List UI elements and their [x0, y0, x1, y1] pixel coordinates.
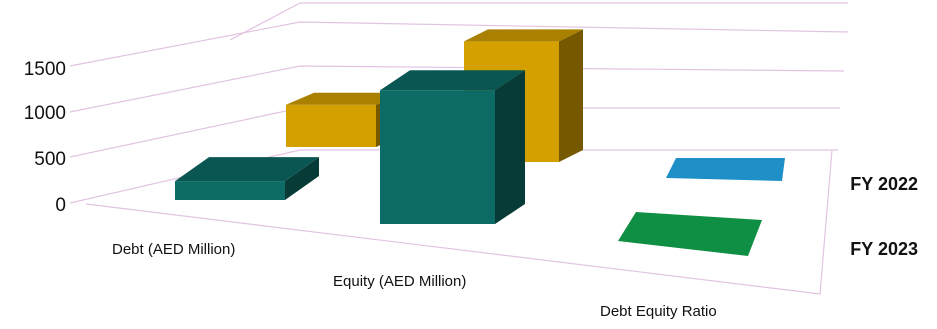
bar-fy2023-ratio	[618, 212, 762, 256]
bar-fy2023-debt	[175, 157, 319, 200]
series-label-fy-2023: FY 2023	[850, 239, 918, 259]
gridline-0	[69, 149, 838, 204]
gridline-2	[69, 65, 845, 113]
chart-bars	[175, 29, 785, 256]
category-label-debt: Debt (AED Million)	[112, 241, 235, 258]
y-tick-label-1000: 1000	[24, 103, 66, 124]
y-tick-label-500: 500	[34, 149, 66, 170]
bar-fy2022-ratio	[666, 158, 785, 181]
chart-gridlines	[69, 2, 849, 295]
bar-fy2023-equity	[380, 70, 525, 225]
floor-edge	[85, 149, 833, 295]
gridline-4	[229, 2, 848, 41]
gridline-3	[69, 21, 849, 67]
y-tick-label-0: 0	[55, 195, 66, 216]
y-tick-label-1500: 1500	[24, 59, 66, 80]
chart-labels: 0 500 1000 1500 Debt (AED Million) Equit…	[24, 59, 918, 320]
category-label-debt-equity-ratio: Debt Equity Ratio	[600, 303, 717, 320]
series-label-fy-2022: FY 2022	[850, 174, 918, 194]
category-label-equity: Equity (AED Million)	[333, 273, 466, 290]
